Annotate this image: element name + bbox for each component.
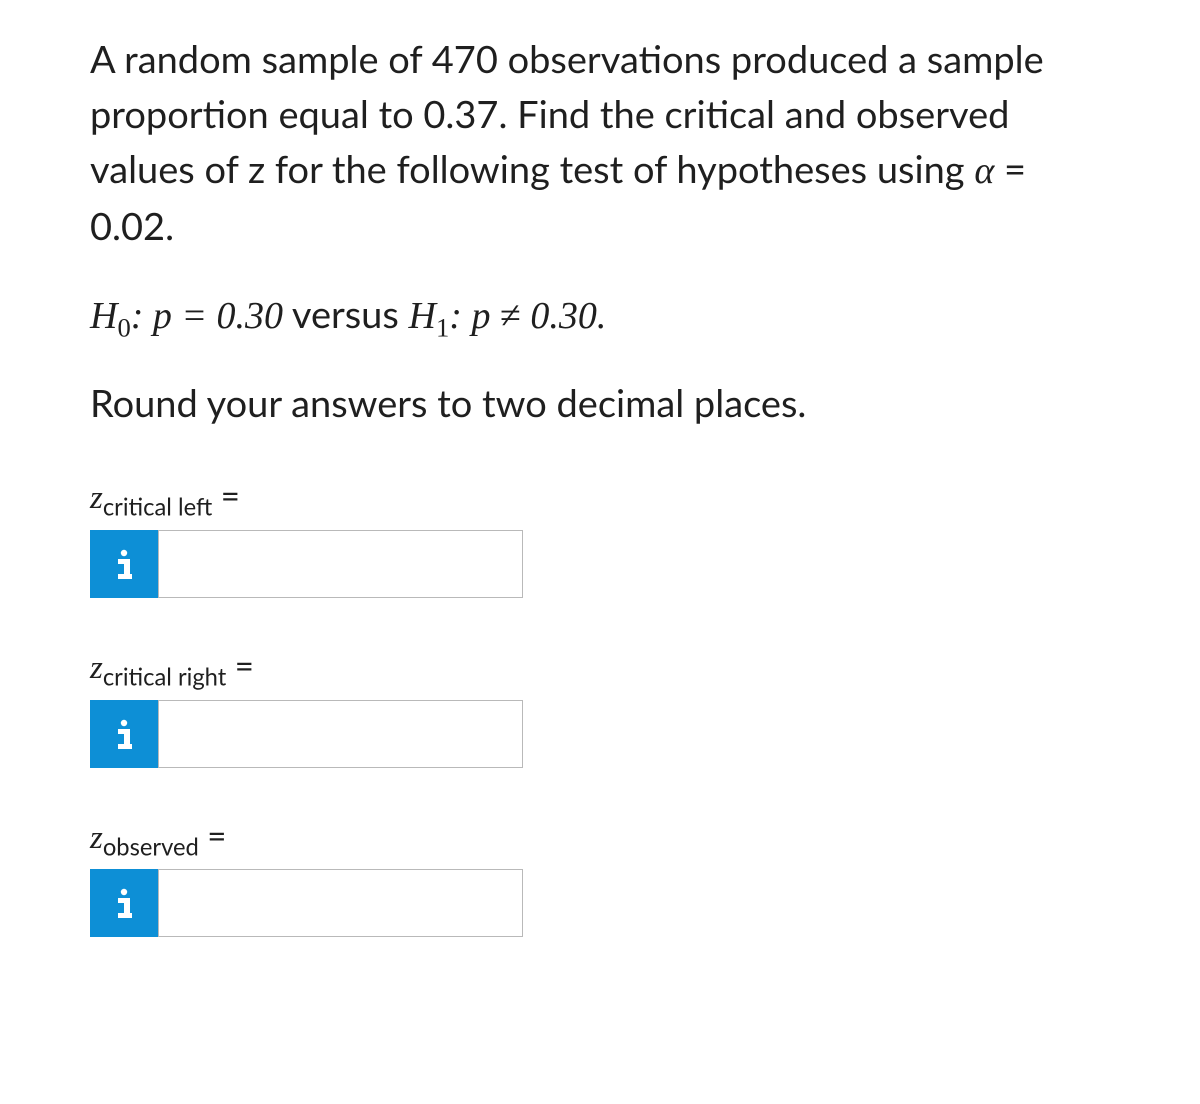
input-row-critical-left [90, 530, 460, 598]
hypotheses-line: H0: p = 0.30 versus H1: p ≠ 0.30. [90, 288, 1110, 347]
h0-sub: 0 [117, 313, 130, 343]
input-row-observed [90, 869, 460, 937]
z-sub-observed: observed [103, 833, 199, 861]
info-button-observed[interactable] [90, 869, 158, 937]
h1-body-right: 0.30. [521, 295, 607, 337]
info-button-critical-left[interactable] [90, 530, 158, 598]
h0-label: H [90, 295, 117, 337]
z-symbol: z [90, 650, 103, 686]
input-z-observed[interactable] [158, 869, 523, 937]
label-z-critical-left: zcritical left = [90, 476, 1110, 522]
z-sub-critical-left: critical left [103, 494, 212, 522]
z-symbol: z [90, 480, 103, 516]
h1-body-left: : p [449, 295, 500, 337]
input-z-critical-left[interactable] [158, 530, 523, 598]
rounding-instruction: Round your answers to two decimal places… [90, 377, 1110, 430]
info-icon [112, 888, 136, 918]
problem-text-main: A random sample of 470 observations prod… [90, 36, 1044, 192]
field-z-observed: zobserved = [90, 816, 1110, 938]
input-row-critical-right [90, 700, 460, 768]
info-button-critical-right[interactable] [90, 700, 158, 768]
question-container: A random sample of 470 observations prod… [0, 0, 1200, 1045]
h0-body: : p = 0.30 [131, 295, 283, 337]
info-icon [112, 549, 136, 579]
label-z-critical-right: zcritical right = [90, 646, 1110, 692]
z-sub-critical-right: critical right [103, 664, 226, 692]
z-symbol: z [90, 820, 103, 856]
info-icon [112, 719, 136, 749]
versus-text: versus [283, 291, 409, 337]
problem-statement: A random sample of 470 observations prod… [90, 32, 1110, 254]
eq-sign: = [212, 476, 240, 516]
label-z-observed: zobserved = [90, 816, 1110, 862]
input-z-critical-right[interactable] [158, 700, 523, 768]
field-z-critical-right: zcritical right = [90, 646, 1110, 768]
alpha-symbol: α [974, 150, 994, 192]
eq-sign: = [226, 646, 254, 686]
h1-sub: 1 [436, 313, 449, 343]
field-z-critical-left: zcritical left = [90, 476, 1110, 598]
eq-sign: = [199, 816, 227, 856]
neq-symbol: ≠ [500, 295, 521, 337]
h1-label: H [409, 295, 436, 337]
